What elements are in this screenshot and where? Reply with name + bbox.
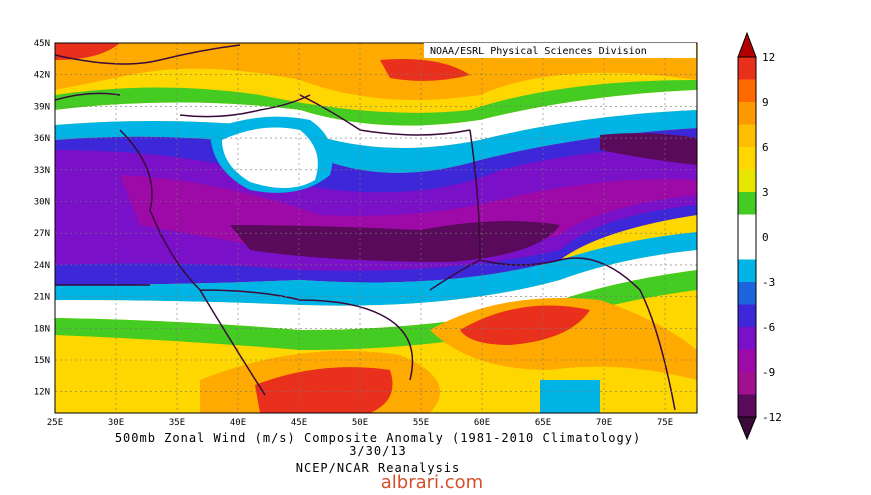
colorbar-swatch (738, 124, 756, 147)
x-tick-label: 25E (47, 418, 63, 428)
colorbar-cap (737, 416, 757, 441)
colorbar-swatch (738, 282, 756, 305)
colorbar-swatch (738, 372, 756, 395)
caption-source: NCEP/NCAR Reanalysis (296, 461, 461, 475)
credit: NOAA/ESRL Physical Sciences Division (430, 46, 647, 57)
y-tick-label: 18N (34, 324, 50, 334)
colorbar-label: 12 (762, 51, 775, 64)
y-tick-label: 15N (34, 356, 50, 366)
y-tick-label: 33N (34, 166, 50, 176)
y-tick-label: 39N (34, 102, 50, 112)
colorbar-swatch (738, 169, 756, 192)
colorbar-label: -6 (762, 321, 775, 334)
colorbar-label: 6 (762, 141, 769, 154)
y-tick-label: 12N (34, 388, 50, 398)
colorbar-swatch (738, 102, 756, 125)
colorbar-label: -3 (762, 276, 775, 289)
colorbar-label: -12 (762, 411, 782, 424)
colorbar-label: 9 (762, 96, 769, 109)
colorbar-swatch (738, 259, 756, 282)
y-tick-label: 42N (34, 71, 50, 81)
colorbar-label: -9 (762, 366, 775, 379)
anomaly-field (55, 43, 697, 413)
graticule (55, 43, 697, 413)
caption-date: 3/30/13 (349, 444, 407, 458)
map-frame (54, 42, 698, 414)
colorbar-swatch (738, 192, 756, 215)
y-tick-label: 21N (34, 293, 50, 303)
watermark: albrari.com (381, 472, 483, 491)
caption-title: 500mb Zonal Wind (m/s) Composite Anomaly… (115, 431, 641, 445)
x-tick-label: 70E (596, 418, 612, 428)
y-tick-label: 30N (34, 198, 50, 208)
colorbar-swatch (738, 79, 756, 102)
y-tick-label: 45N (34, 39, 50, 49)
axis-labels: 25E 30E 35E 40E 45E 50E 55E 60E 65E 70E 75E 45N 42N 3… (34, 39, 673, 428)
x-tick-label: 30E (108, 418, 124, 428)
y-tick-label: 36N (34, 134, 50, 144)
x-tick-label: 45E (291, 418, 307, 428)
x-tick-label: 75E (657, 418, 673, 428)
colorbar-swatch (738, 327, 756, 350)
y-tick-label: 24N (34, 261, 50, 271)
colorbar-swatch (738, 214, 756, 237)
credit-box (424, 43, 696, 58)
coastlines (55, 44, 676, 411)
x-tick-label: 60E (474, 418, 490, 428)
colorbar-swatch (738, 147, 756, 170)
colorbar-swatch (738, 237, 756, 260)
x-tick-label: 65E (535, 418, 551, 428)
colorbar: 12 9 6 3 0 -3 -6 -9 -12 (737, 31, 782, 441)
colorbar-frame (737, 56, 757, 418)
x-tick-label: 40E (230, 418, 246, 428)
colorbar-swatch (738, 304, 756, 327)
y-tick-label: 27N (34, 229, 50, 239)
colorbar-swatch (738, 57, 756, 80)
colorbar-label: 3 (762, 186, 769, 199)
colorbar-label: 0 (762, 231, 769, 244)
colorbar-cap (737, 31, 757, 58)
x-tick-label: 50E (352, 418, 368, 428)
x-tick-label: 35E (169, 418, 185, 428)
x-tick-label: 55E (413, 418, 429, 428)
colorbar-swatch (738, 349, 756, 372)
colorbar-swatch (738, 394, 756, 417)
